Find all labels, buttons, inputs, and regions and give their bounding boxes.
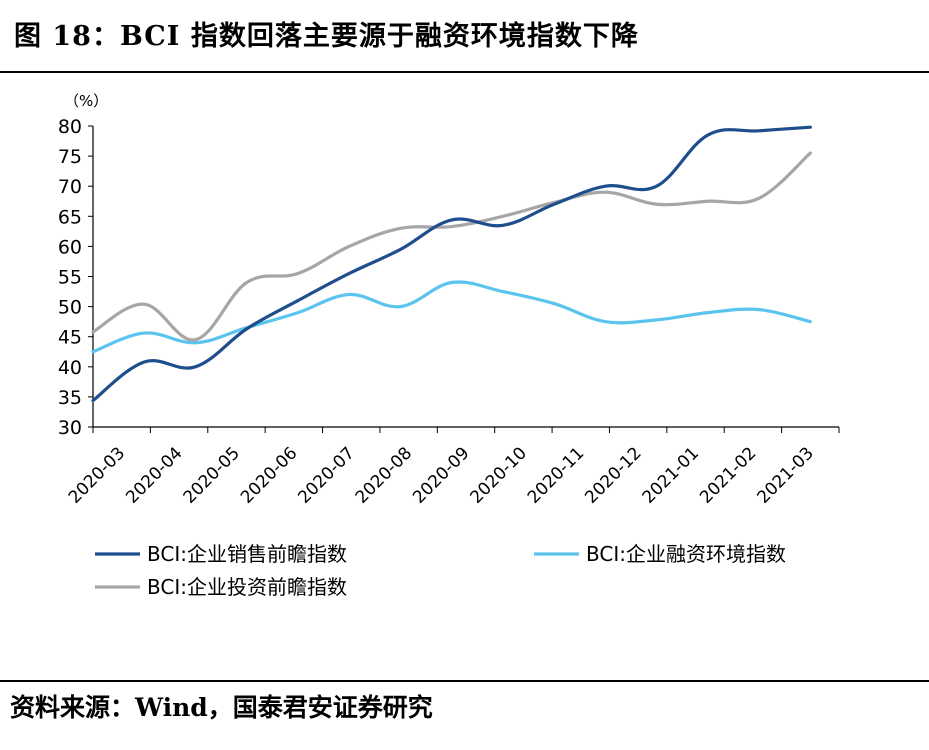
y-tick-label: 30 — [58, 417, 82, 439]
y-tick-label: 50 — [58, 297, 82, 319]
chart-legend: BCI:企业销售前瞻指数 BCI:企业融资环境指数 BCI:企业投资前瞻指数 — [95, 542, 786, 599]
figure-title: 图 18：BCI 指数回落主要源于融资环境指数下降 — [14, 21, 639, 52]
x-tick-label: 2020-03 — [65, 443, 129, 507]
chart-axes: 3035404550556065707580（%）2020-032020-042… — [58, 92, 840, 508]
legend-label-0: BCI:企业销售前瞻指数 — [147, 542, 347, 566]
y-tick-label: 75 — [58, 146, 82, 168]
x-tick-label: 2020-10 — [467, 443, 531, 507]
series-line-0 — [91, 125, 812, 403]
y-unit-label: （%） — [64, 92, 108, 110]
series-line-2 — [91, 151, 812, 342]
x-tick-label: 2020-07 — [294, 443, 358, 507]
x-tick-label: 2021-03 — [753, 443, 817, 507]
y-tick-label: 55 — [58, 267, 82, 289]
x-tick-label: 2020-11 — [524, 443, 588, 507]
y-tick-label: 40 — [58, 357, 82, 379]
y-tick-label: 45 — [58, 327, 82, 349]
legend-label-1: BCI:企业融资环境指数 — [586, 542, 786, 566]
x-tick-label: 2021-02 — [696, 443, 760, 507]
y-tick-label: 60 — [58, 236, 82, 258]
y-tick-label: 65 — [58, 206, 82, 228]
x-tick-label: 2020-05 — [180, 443, 244, 507]
x-tick-label: 2020-12 — [581, 443, 645, 507]
legend-label-2: BCI:企业投资前瞻指数 — [147, 575, 347, 599]
source-note: 资料来源：Wind，国泰君安证券研究 — [10, 693, 433, 722]
chart-series — [91, 125, 812, 403]
x-tick-label: 2020-06 — [237, 443, 301, 507]
series-line-1 — [91, 280, 812, 354]
x-tick-label: 2020-08 — [352, 443, 416, 507]
top-rule — [0, 71, 929, 73]
x-tick-label: 2021-01 — [639, 443, 703, 507]
x-tick-label: 2020-04 — [122, 443, 186, 507]
line-chart: 3035404550556065707580（%）2020-032020-042… — [58, 92, 840, 599]
y-tick-label: 35 — [58, 387, 82, 409]
x-tick-label: 2020-09 — [409, 443, 473, 507]
y-tick-label: 80 — [58, 116, 82, 138]
y-tick-label: 70 — [58, 176, 82, 198]
bottom-rule — [0, 680, 929, 682]
